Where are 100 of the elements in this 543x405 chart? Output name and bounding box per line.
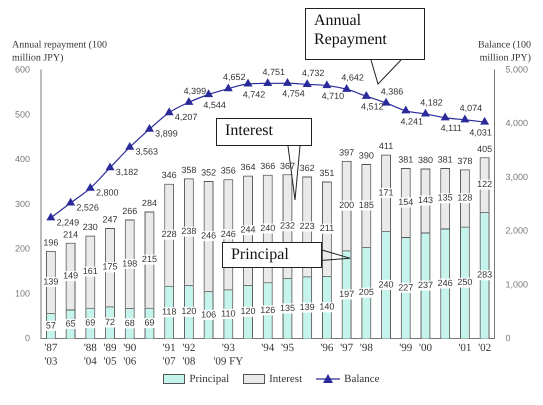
data-label: 120 (240, 306, 256, 316)
point (244, 79, 252, 86)
point (264, 78, 272, 86)
data-label: 4,386 (380, 86, 404, 96)
y-tick-label: 400 (14, 154, 30, 164)
data-label: 246 (438, 278, 453, 288)
total-label: 405 (477, 144, 492, 154)
point (106, 163, 114, 170)
point (303, 80, 312, 87)
data-label: 185 (358, 200, 374, 210)
data-label: 4,732 (302, 68, 324, 78)
x-tick-label: '91 '07 (162, 342, 176, 368)
total-label: 364 (240, 162, 256, 172)
y2-tick-label: 5,000 (505, 64, 528, 74)
data-label: 139 (43, 276, 58, 286)
data-label: 2,800 (96, 188, 119, 198)
x-tick-label: '87 '03 (44, 342, 58, 368)
legend-label: Principal (189, 373, 230, 385)
y2-tick-label: 2,000 (505, 226, 528, 236)
data-label: 72 (105, 316, 116, 327)
point (362, 92, 370, 99)
data-label: 2,249 (56, 217, 80, 228)
point (66, 198, 75, 206)
y-tick-label: 100 (14, 288, 30, 298)
x-tick-label: '00 (418, 342, 432, 354)
data-label: 237 (418, 280, 433, 290)
total-label: 390 (358, 150, 374, 160)
point (184, 98, 193, 105)
y2-tick-label: 0 (505, 333, 510, 344)
data-label: 3,563 (135, 146, 158, 157)
legend-label: Interest (269, 373, 302, 385)
point (283, 78, 292, 86)
y-tick-label: 0 (25, 333, 30, 344)
point (460, 115, 469, 122)
y-tick-label: 600 (14, 64, 30, 74)
total-label: 346 (162, 170, 177, 180)
data-label: 4,182 (420, 97, 443, 108)
data-label: 135 (280, 302, 295, 313)
point (480, 117, 489, 125)
data-label: 139 (300, 302, 315, 312)
data-label: 240 (260, 222, 276, 233)
total-label: 196 (43, 237, 58, 248)
point (382, 98, 390, 106)
data-label: 126 (260, 304, 276, 315)
data-label: 128 (457, 192, 472, 203)
data-label: 68 (124, 318, 135, 328)
x-tick-label: '92 '08 (182, 342, 196, 368)
data-label: 197 (339, 288, 354, 299)
total-label: 397 (339, 147, 354, 158)
data-label: 4,642 (341, 72, 364, 83)
data-label: 2,526 (76, 202, 99, 212)
annotation: Interest (216, 118, 312, 146)
total-label: 380 (418, 154, 433, 165)
x-tick-label: '95 (280, 342, 294, 354)
data-label: 246 (201, 230, 216, 241)
data-label: 161 (82, 266, 98, 276)
data-label: 3,899 (155, 128, 178, 139)
x-tick-label: '97 (340, 342, 354, 354)
point (126, 142, 134, 150)
data-label: 118 (162, 306, 176, 317)
total-label: 356 (220, 166, 236, 176)
x-tick-label: '02 (478, 342, 492, 354)
data-label: 223 (300, 220, 315, 231)
total-label: 381 (398, 154, 414, 165)
y2-tick-label: 4,000 (505, 118, 528, 128)
total-label: 366 (260, 161, 276, 172)
data-label: 205 (358, 287, 374, 298)
data-label: 215 (142, 254, 157, 264)
x-tick-label: '90 '06 (123, 342, 137, 368)
data-label: 4,751 (262, 66, 286, 77)
text: Annual Repayment (305, 8, 425, 60)
data-label: 4,742 (242, 89, 266, 100)
data-label: 244 (240, 224, 256, 235)
point (322, 80, 331, 88)
x-tick-label: '93 '09 FY (213, 342, 244, 368)
data-label: 154 (398, 196, 414, 207)
data-label: 140 (319, 302, 334, 312)
data-label: 200 (339, 200, 354, 210)
x-tick-label: '98 (360, 342, 374, 354)
data-label: 4,207 (174, 112, 198, 122)
annotation: Principal (222, 242, 322, 268)
data-label: 4,074 (460, 103, 482, 114)
data-label: 4,241 (400, 116, 424, 126)
point (145, 124, 154, 132)
data-label: 250 (457, 277, 472, 288)
y2-axis-title: Balance (100 million JPY) (478, 40, 531, 64)
x-tick-label: '88 '04 (84, 342, 98, 368)
x-tick-label: '99 (399, 342, 413, 354)
total-label: 247 (102, 214, 118, 225)
data-label: 143 (418, 194, 433, 205)
data-label: 122 (477, 179, 492, 190)
data-label: 135 (438, 192, 453, 203)
y-tick-label: 300 (14, 198, 30, 209)
total-label: 411 (378, 141, 394, 152)
data-label: 246 (220, 228, 236, 239)
data-label: 232 (280, 220, 295, 231)
point (441, 113, 450, 120)
data-label: 4,652 (223, 72, 246, 82)
data-label: 3,182 (116, 167, 138, 178)
total-label: 381 (438, 154, 453, 165)
